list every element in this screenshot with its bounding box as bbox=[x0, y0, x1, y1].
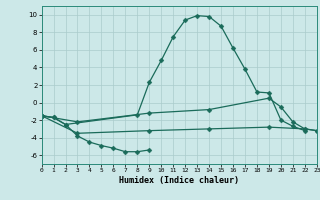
X-axis label: Humidex (Indice chaleur): Humidex (Indice chaleur) bbox=[119, 176, 239, 185]
